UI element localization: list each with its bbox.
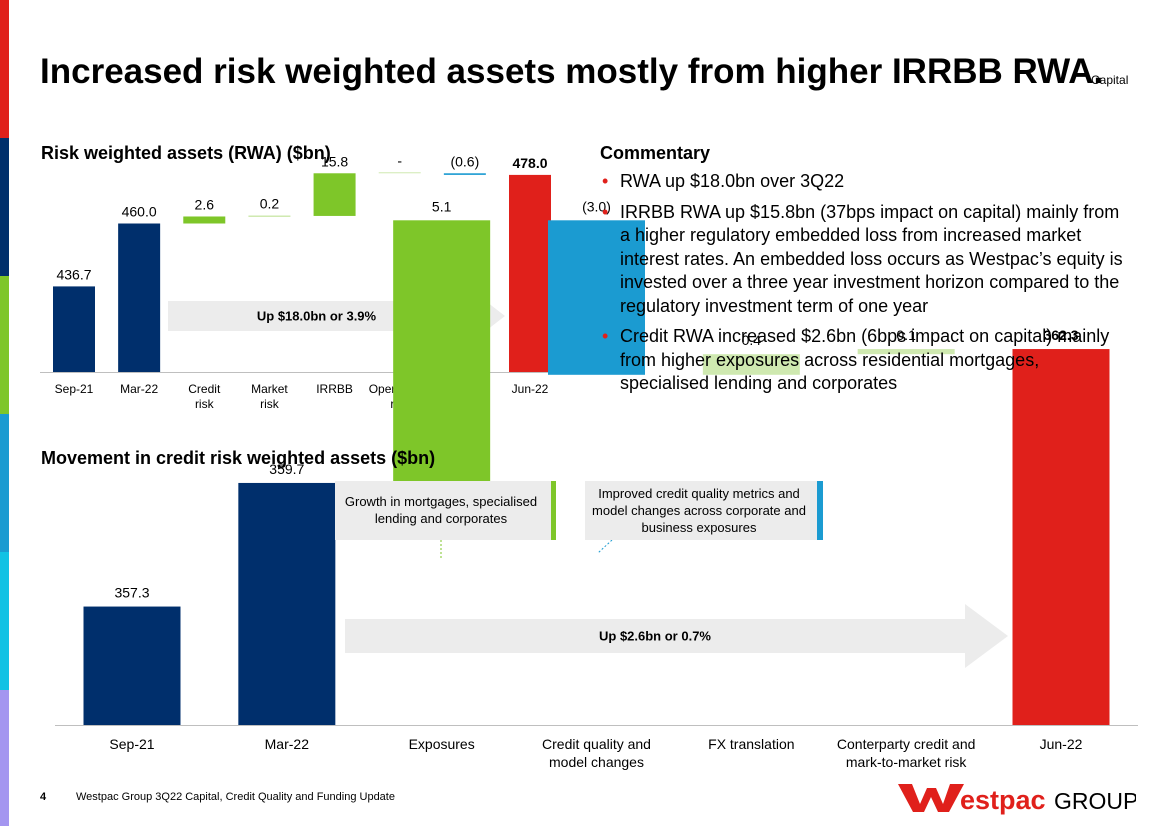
footer-text: Westpac Group 3Q22 Capital, Credit Quali… bbox=[76, 791, 395, 803]
bullet-dot: • bbox=[602, 171, 609, 191]
rwa-growth-arrow bbox=[168, 285, 505, 347]
rwa-bar bbox=[53, 286, 95, 372]
commentary-bullet: • Credit RWA increased $2.6bn (6bps impac… bbox=[600, 325, 1130, 396]
rwa-tick-label: IRRBB bbox=[316, 382, 353, 396]
rwa-tick-label: risk bbox=[195, 397, 215, 411]
commentary-bullet: • RWA up $18.0bn over 3Q22 bbox=[600, 170, 1130, 194]
commentary-bullet: • IRRBB RWA up $15.8bn (37bps impact on c… bbox=[600, 201, 1130, 319]
bullet-dot: • bbox=[602, 201, 609, 222]
credit-bar bbox=[238, 482, 336, 725]
credit-value-label: 357.3 bbox=[114, 585, 149, 601]
credit-bar bbox=[393, 220, 491, 483]
page-number: 4 bbox=[40, 791, 47, 803]
callout-exposures: Growth in mortgages, specialised lending… bbox=[335, 481, 556, 540]
rwa-tick-label: Credit bbox=[188, 382, 221, 396]
section-tag: Capital bbox=[1091, 73, 1129, 87]
commentary-text: RWA up $18.0bn over 3Q22 bbox=[620, 171, 845, 191]
credit-tick-label: model changes bbox=[549, 754, 644, 770]
strip-purple bbox=[0, 690, 9, 826]
callout-exposures-text: Growth in mortgages, specialised lending… bbox=[344, 494, 538, 526]
logo-word: estpac bbox=[960, 785, 1046, 815]
rwa-tick-label: Market bbox=[251, 382, 288, 396]
credit-tick-label: FX translation bbox=[708, 736, 794, 752]
rwa-bar bbox=[443, 173, 486, 175]
callout-credit-quality-text: Improved credit quality metrics and mode… bbox=[592, 486, 806, 535]
credit-value-label: 0.4 bbox=[742, 332, 762, 348]
credit-value-label: 362.3 bbox=[1043, 327, 1078, 343]
callout-credit-quality: Improved credit quality metrics and mode… bbox=[585, 481, 823, 540]
credit-growth-arrow bbox=[345, 604, 1008, 668]
credit-value-label: 5.1 bbox=[432, 198, 452, 214]
credit-arrow-label: Up $2.6bn or 0.7% bbox=[599, 629, 711, 644]
rwa-arrow-label: Up $18.0bn or 3.9% bbox=[257, 309, 377, 324]
credit-rwa-chart-title: Movement in credit risk weighted assets … bbox=[41, 448, 436, 468]
credit-tick-label: Mar-22 bbox=[265, 736, 310, 752]
rwa-tick-label: Jun-22 bbox=[512, 382, 549, 396]
credit-bar bbox=[857, 349, 955, 355]
rwa-bar bbox=[313, 173, 356, 216]
strip-teal bbox=[0, 414, 9, 552]
credit-bar bbox=[83, 606, 181, 725]
rwa-tick-label: Mar-22 bbox=[120, 382, 158, 396]
commentary: Commentary • RWA up $18.0bn over 3Q22 • IR… bbox=[600, 143, 1130, 403]
credit-bar bbox=[548, 220, 645, 375]
rwa-tick-label: risk bbox=[260, 397, 280, 411]
credit-tick-label: Exposures bbox=[409, 736, 475, 752]
strip-green bbox=[0, 276, 9, 414]
westpac-w-icon bbox=[898, 784, 964, 812]
credit-tick-label: Conterparty credit and bbox=[837, 736, 976, 752]
callout-credit-quality-connector bbox=[597, 539, 613, 554]
rwa-value-label: 460.0 bbox=[122, 204, 157, 220]
rwa-bar bbox=[183, 216, 226, 224]
rwa-value-label: 0.2 bbox=[260, 195, 280, 211]
bullet-dot: • bbox=[602, 326, 609, 346]
rwa-bar bbox=[248, 215, 291, 217]
credit-value-label: 0.1 bbox=[896, 327, 916, 343]
strip-red bbox=[0, 0, 9, 138]
rwa-value-label: (0.6) bbox=[450, 153, 479, 169]
rwa-bar bbox=[378, 172, 421, 174]
commentary-heading: Commentary bbox=[600, 143, 711, 163]
rwa-value-label: 436.7 bbox=[56, 266, 91, 282]
rwa-bar bbox=[118, 223, 161, 372]
rwa-value-label: 15.8 bbox=[321, 153, 348, 169]
commentary-list: • RWA up $18.0bn over 3Q22 • IRRBB RWA up … bbox=[600, 170, 1130, 396]
credit-bar bbox=[1012, 349, 1110, 725]
credit-tick-label: Jun-22 bbox=[1040, 736, 1083, 752]
strip-cyan bbox=[0, 552, 9, 690]
rwa-value-label: 478.0 bbox=[512, 155, 547, 171]
rwa-bar bbox=[509, 174, 551, 372]
colour-strip bbox=[0, 0, 9, 826]
rwa-tick-label: Sep-21 bbox=[55, 382, 94, 396]
commentary-text: Credit RWA increased $2.6bn (6bps impact… bbox=[620, 326, 1110, 393]
credit-value-label: (3.0) bbox=[582, 198, 611, 214]
strip-navy bbox=[0, 138, 9, 276]
credit-tick-label: Credit quality and bbox=[542, 736, 651, 752]
credit-bar bbox=[702, 354, 800, 375]
rwa-value-label: - bbox=[397, 152, 402, 168]
westpac-logo: estpac GROUP bbox=[898, 784, 1136, 815]
credit-tick-label: Sep-21 bbox=[109, 736, 154, 752]
page-title: Increased risk weighted assets mostly fr… bbox=[40, 52, 1104, 91]
credit-tick-label: mark-to-market risk bbox=[846, 754, 968, 770]
credit-value-label: 359.7 bbox=[269, 461, 304, 477]
logo-group: GROUP bbox=[1054, 788, 1136, 814]
rwa-chart-title: Risk weighted assets (RWA) ($bn) bbox=[41, 143, 331, 163]
rwa-value-label: 2.6 bbox=[195, 196, 215, 212]
commentary-text: IRRBB RWA up $15.8bn (37bps impact on ca… bbox=[620, 201, 1123, 316]
